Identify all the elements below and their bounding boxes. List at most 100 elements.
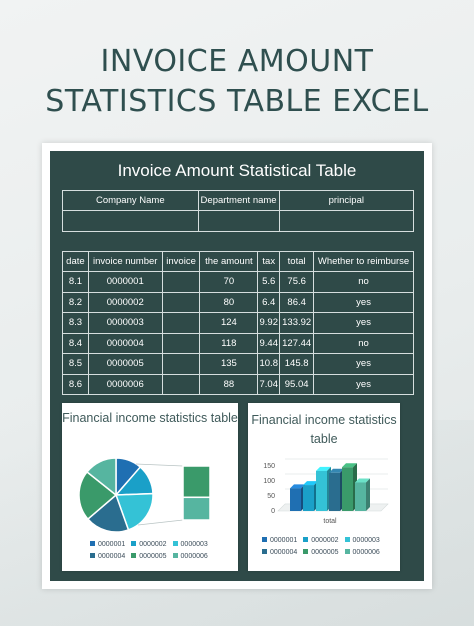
- legend-item: 0000004: [262, 547, 297, 559]
- legend-label: 0000005: [139, 553, 167, 560]
- tax-cell[interactable]: 9.92: [257, 312, 281, 334]
- legend-label: 0000006: [352, 549, 380, 556]
- company-name-cell[interactable]: [62, 210, 199, 232]
- y-tick-label: 150: [263, 463, 275, 470]
- reimburse-cell[interactable]: no: [313, 332, 414, 354]
- invoice-number-cell[interactable]: 0000006: [87, 373, 163, 395]
- date-cell[interactable]: 8.5: [62, 353, 89, 375]
- header-amount: the amount: [199, 251, 259, 272]
- bar-chart-card[interactable]: Financial income statistics table 0 50 100…: [248, 403, 400, 571]
- department-name-cell[interactable]: [197, 210, 280, 232]
- legend-label: 0000003: [352, 537, 380, 544]
- bar[interactable]: [355, 478, 370, 511]
- total-cell[interactable]: 86.4: [279, 291, 315, 313]
- pie-chart-card[interactable]: Financial income statistics table 000000…: [62, 403, 238, 571]
- legend-swatch: [131, 553, 137, 558]
- legend-swatch: [90, 541, 95, 546]
- table-row: 8.4 0000004 118 9.44 127.44 no: [62, 332, 414, 354]
- legend-swatch: [90, 553, 95, 558]
- tax-cell[interactable]: 9.44: [257, 332, 281, 354]
- legend-item: 0000005: [131, 551, 167, 563]
- amount-cell[interactable]: 80: [199, 291, 259, 313]
- reimburse-cell[interactable]: no: [313, 271, 414, 293]
- page-title-line-2: STATISTICS TABLE EXCEL: [45, 84, 429, 119]
- amount-cell[interactable]: 135: [199, 353, 259, 375]
- amount-cell[interactable]: 118: [199, 332, 259, 354]
- bar[interactable]: [290, 484, 305, 511]
- legend-swatch: [131, 541, 137, 546]
- legend-swatch: [262, 537, 267, 542]
- tax-cell[interactable]: 5.6: [257, 271, 281, 293]
- legend-item: 0000003: [344, 535, 380, 547]
- pie-connector-line: [135, 463, 184, 467]
- bar-chart-title: Financial income statistics table: [251, 413, 397, 446]
- pie-slice[interactable]: [85, 457, 117, 497]
- legend-item: 0000005: [303, 547, 339, 559]
- bar[interactable]: [303, 481, 318, 511]
- pie-slice[interactable]: [78, 470, 118, 521]
- invoice-number-cell[interactable]: 0000001: [87, 271, 163, 293]
- date-cell[interactable]: 8.2: [62, 291, 89, 313]
- legend-swatch: [172, 541, 178, 546]
- invoice-cell[interactable]: [161, 271, 201, 293]
- pie-chart-legend: 0000001 0000002 0000003 0000004 0000005 00000…: [90, 539, 230, 563]
- total-cell[interactable]: 75.6: [279, 271, 315, 293]
- invoice-number-cell[interactable]: 0000003: [87, 312, 163, 334]
- secondary-column-segment[interactable]: [182, 496, 211, 521]
- invoice-cell[interactable]: [161, 332, 201, 354]
- invoice-cell[interactable]: [161, 291, 201, 313]
- invoice-cell[interactable]: [161, 312, 201, 334]
- total-cell[interactable]: 145.8: [279, 353, 315, 375]
- header-company-name: Company Name: [62, 190, 199, 211]
- amount-cell[interactable]: 124: [199, 312, 259, 334]
- header-invoice-number: invoice number: [87, 251, 163, 272]
- invoice-number-cell[interactable]: 0000005: [87, 353, 163, 375]
- total-cell[interactable]: 133.92: [279, 312, 315, 334]
- header-invoice: invoice: [161, 251, 201, 272]
- reimburse-cell[interactable]: yes: [313, 291, 414, 313]
- legend-swatch: [344, 537, 350, 542]
- y-tick-label: 50: [267, 493, 275, 500]
- legend-item: 0000006: [344, 547, 380, 559]
- bar-chart-legend: 0000001 0000002 0000003 0000004 0000005 00000…: [262, 535, 396, 559]
- tax-cell[interactable]: 7.04: [257, 373, 281, 395]
- invoice-data-table: date invoice number invoice the amount t…: [62, 251, 414, 395]
- principal-cell[interactable]: [278, 210, 415, 232]
- date-cell[interactable]: 8.6: [62, 373, 89, 395]
- bar[interactable]: [342, 463, 357, 511]
- invoice-number-cell[interactable]: 0000004: [87, 332, 163, 354]
- bar[interactable]: [316, 466, 331, 511]
- amount-cell[interactable]: 88: [199, 373, 259, 395]
- date-cell[interactable]: 8.4: [62, 332, 89, 354]
- date-cell[interactable]: 8.1: [62, 271, 89, 293]
- legend-label: 0000004: [270, 549, 298, 556]
- pie-slice[interactable]: [86, 493, 130, 533]
- secondary-column-segment[interactable]: [182, 465, 211, 499]
- invoice-cell[interactable]: [161, 373, 201, 395]
- bar[interactable]: [329, 468, 344, 511]
- page-title: INVOICE AMOUNT STATISTICS TABLE EXCEL: [0, 42, 474, 122]
- tax-cell[interactable]: 10.8: [257, 353, 281, 375]
- reimburse-cell[interactable]: yes: [313, 312, 414, 334]
- date-cell[interactable]: 8.3: [62, 312, 89, 334]
- table-row: 8.2 0000002 80 6.4 86.4 yes: [62, 291, 414, 313]
- total-cell[interactable]: 127.44: [279, 332, 315, 354]
- reimburse-cell[interactable]: yes: [313, 373, 414, 395]
- legend-label: 0000004: [98, 553, 126, 560]
- header-total: total: [279, 251, 315, 272]
- legend-swatch: [303, 537, 309, 542]
- amount-cell[interactable]: 70: [199, 271, 259, 293]
- tax-cell[interactable]: 6.4: [257, 291, 281, 313]
- pie-chart: [78, 457, 211, 533]
- invoice-cell[interactable]: [161, 353, 201, 375]
- legend-item: 0000001: [262, 535, 297, 547]
- legend-label: 0000001: [270, 537, 298, 544]
- reimburse-cell[interactable]: yes: [313, 353, 414, 375]
- pie-chart-title: Financial income statistics table: [62, 411, 238, 425]
- y-tick-label: 100: [263, 478, 275, 485]
- pie-connector-line: [137, 519, 184, 526]
- legend-swatch: [172, 553, 178, 558]
- total-cell[interactable]: 95.04: [279, 373, 315, 395]
- header-tax: tax: [257, 251, 281, 272]
- invoice-number-cell[interactable]: 0000002: [87, 291, 163, 313]
